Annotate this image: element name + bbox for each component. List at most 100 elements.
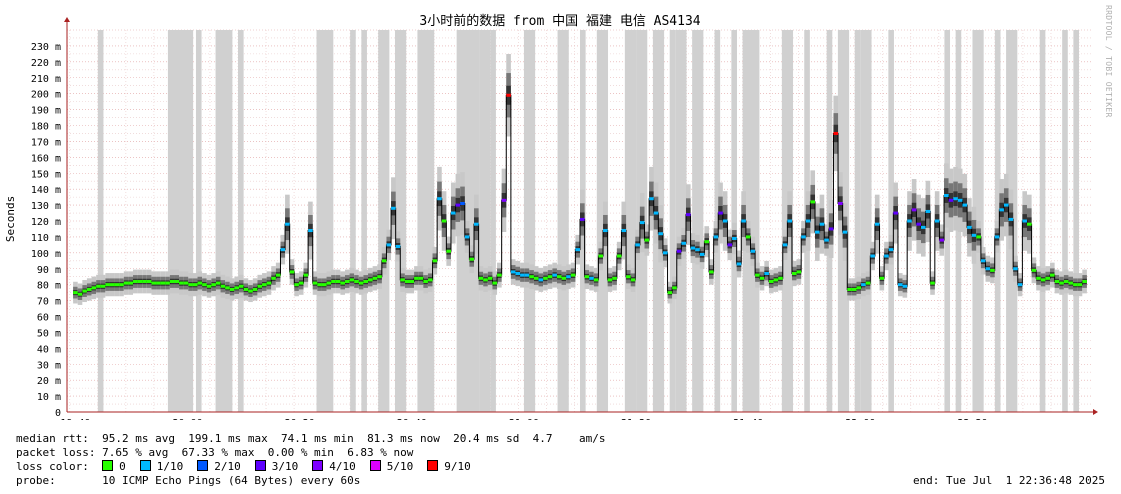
loss-color-label: 2/10 xyxy=(214,460,241,473)
median-mark xyxy=(492,281,498,285)
y-tick-label: 100 m xyxy=(31,249,61,260)
median-mark xyxy=(999,208,1004,212)
y-tick-label: 130 m xyxy=(31,201,61,212)
loss-column xyxy=(167,30,194,412)
loss-color-item: 0 xyxy=(102,460,126,473)
loss-column xyxy=(350,30,356,412)
loss-color-item: 5/10 xyxy=(369,460,414,473)
median-mark xyxy=(888,248,894,252)
median-mark xyxy=(506,93,511,97)
median-mark xyxy=(990,268,995,272)
median-mark xyxy=(768,279,774,283)
y-tick-label: 140 m xyxy=(31,185,61,196)
median-mark xyxy=(538,278,544,282)
median-mark xyxy=(980,259,986,263)
x-tick-label: 22:20 xyxy=(957,418,987,420)
loss-column xyxy=(557,30,569,412)
median-mark xyxy=(667,291,673,295)
median-mark xyxy=(916,222,922,226)
median-mark xyxy=(515,272,521,276)
loss-color-label: 5/10 xyxy=(386,460,414,473)
median-mark xyxy=(82,289,87,293)
median-mark xyxy=(741,219,746,223)
median-mark xyxy=(1054,279,1060,283)
median-mark xyxy=(437,197,442,201)
median-mark xyxy=(335,279,341,283)
median-mark xyxy=(266,281,272,285)
median-mark xyxy=(349,278,355,282)
median-mark xyxy=(501,198,507,202)
median-mark xyxy=(142,279,147,283)
median-mark xyxy=(1008,217,1014,221)
median-mark xyxy=(870,254,875,258)
median-max: 199.1 ms max xyxy=(188,432,268,445)
median-mark xyxy=(566,275,571,279)
median-mark xyxy=(838,201,843,205)
median-mark xyxy=(469,257,475,261)
median-mark xyxy=(211,283,216,287)
end-time: end: Tue Jul 1 22:36:48 2025 xyxy=(912,474,1105,487)
median-mark xyxy=(598,254,604,258)
median-mark xyxy=(1022,219,1027,223)
loss-min: 0.00 % min xyxy=(267,446,334,459)
median-mark xyxy=(985,267,991,271)
median-mark xyxy=(635,243,640,247)
median-mark xyxy=(460,201,465,205)
median-mark xyxy=(658,232,663,236)
loss-column xyxy=(888,30,894,412)
median-mark xyxy=(146,279,152,283)
loss-column xyxy=(675,30,687,412)
median-mark xyxy=(1045,276,1051,280)
median-mark xyxy=(280,248,286,252)
median-mark xyxy=(520,273,525,277)
median-mark xyxy=(225,286,230,290)
loss-column xyxy=(394,30,407,412)
loss-column xyxy=(596,30,609,412)
legend-loss-row: packet loss: 7.65 % avg 67.33 % max 0.00… xyxy=(16,446,413,459)
median-mark xyxy=(358,281,364,285)
median-mark xyxy=(77,292,83,296)
median-mark xyxy=(321,283,327,287)
median-mark xyxy=(137,279,143,283)
median-mark xyxy=(603,229,608,233)
median-mark xyxy=(114,283,120,287)
loss-column xyxy=(523,30,536,412)
loss-column xyxy=(215,30,233,412)
median-mark xyxy=(815,230,820,234)
median-mark xyxy=(732,237,737,241)
median-mark xyxy=(391,206,396,210)
median-mark xyxy=(755,273,760,277)
y-tick-label: 0 xyxy=(55,408,61,419)
y-tick-label: 150 m xyxy=(31,169,61,180)
median-mark xyxy=(119,283,124,287)
median-now: 81.3 ms now xyxy=(367,432,440,445)
median-mark xyxy=(73,291,78,295)
median-mark xyxy=(497,273,502,277)
loss-color-swatch xyxy=(102,460,114,471)
median-mark xyxy=(616,254,622,258)
median-mark xyxy=(446,249,451,253)
y-tick-label: 170 m xyxy=(31,137,61,148)
y-tick-label: 220 m xyxy=(31,58,61,69)
median-mark xyxy=(308,229,313,233)
loss-column xyxy=(1073,30,1079,412)
median-mark xyxy=(810,200,816,204)
loss-column xyxy=(860,30,872,412)
median-mark xyxy=(86,287,92,291)
median-mark xyxy=(722,219,728,223)
loss-column xyxy=(692,30,704,412)
x-tick-label: 20:20 xyxy=(285,418,315,420)
median-mark xyxy=(842,230,848,234)
median-min: 74.1 ms min xyxy=(280,432,354,445)
median-mark xyxy=(962,203,968,207)
y-tick-label: 30 m xyxy=(37,360,61,371)
loss-column xyxy=(378,30,390,412)
median-mark xyxy=(165,281,170,285)
y-tick-label: 160 m xyxy=(31,153,61,164)
median-mark xyxy=(510,270,516,274)
loss-column xyxy=(423,30,435,412)
median-mark xyxy=(418,276,424,280)
median-mark xyxy=(1013,267,1018,271)
median-mark xyxy=(363,279,369,283)
median-mark xyxy=(1050,273,1055,277)
